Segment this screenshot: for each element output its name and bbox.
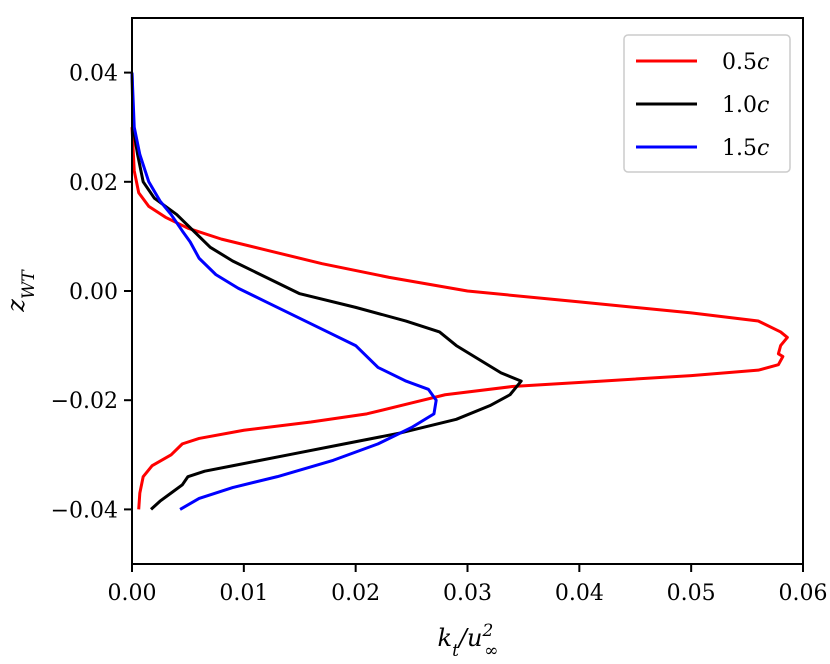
y-axis-label: zWT	[2, 269, 39, 313]
legend-label-0: 0.5c	[722, 50, 769, 75]
series-line-2	[130, 72, 438, 511]
x-tick-label: 0.03	[443, 581, 492, 606]
y-tick-label: 0.02	[69, 171, 118, 196]
series-line-1	[130, 72, 523, 511]
x-axis-ticks: 0.00 0.01 0.02 0.03 0.04 0.05 0.06	[108, 564, 828, 606]
x-tick-label: 0.06	[779, 581, 828, 606]
x-axis-label: kt/u2 ∞	[438, 621, 499, 661]
series-layer	[130, 72, 789, 511]
y-tick-label: 0.04	[69, 62, 118, 87]
y-axis-ticks: −0.04 −0.02 0.00 0.02 0.04	[51, 62, 132, 523]
legend: 0.5c 1.0c 1.5c	[623, 34, 791, 173]
x-tick-label: 0.05	[667, 581, 716, 606]
legend-box	[623, 34, 791, 173]
x-tick-label: 0.01	[219, 581, 268, 606]
y-tick-label: −0.02	[51, 389, 118, 414]
y-tick-label: −0.04	[51, 498, 118, 523]
x-tick-label: 0.00	[108, 581, 157, 606]
x-tick-label: 0.02	[331, 581, 380, 606]
series-line-0	[130, 127, 789, 510]
y-tick-label: 0.00	[69, 280, 118, 305]
legend-label-1: 1.0c	[722, 93, 769, 118]
x-tick-label: 0.04	[555, 581, 604, 606]
legend-label-2: 1.5c	[722, 136, 769, 161]
